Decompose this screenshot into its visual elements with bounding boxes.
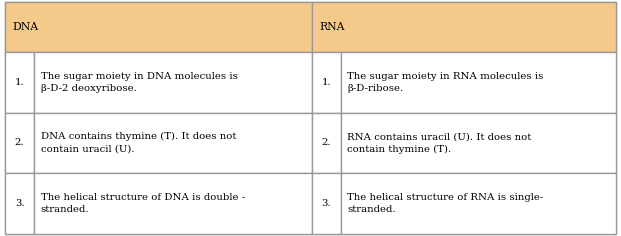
Bar [5, 52, 34, 113]
Bar [341, 52, 616, 113]
Bar [312, 173, 341, 234]
Text: 1.: 1. [322, 78, 331, 87]
Text: 3.: 3. [15, 199, 24, 208]
Bar [341, 173, 616, 234]
Bar [34, 52, 312, 113]
Text: The helical structure of DNA is double -
stranded.: The helical structure of DNA is double -… [40, 193, 245, 214]
Bar [34, 113, 312, 173]
Bar [5, 2, 312, 52]
Bar [312, 113, 341, 173]
Text: RNA contains uracil (U). It does not
contain thymine (T).: RNA contains uracil (U). It does not con… [347, 132, 532, 154]
Text: 2.: 2. [322, 138, 331, 147]
Text: 2.: 2. [15, 138, 24, 147]
Bar [34, 173, 312, 234]
Text: The sugar moiety in DNA molecules is
β-D-2 deoxyribose.: The sugar moiety in DNA molecules is β-D… [40, 72, 237, 93]
Text: The sugar moiety in RNA molecules is
β-D-ribose.: The sugar moiety in RNA molecules is β-D… [347, 72, 543, 93]
Text: The helical structure of RNA is single-
stranded.: The helical structure of RNA is single- … [347, 193, 543, 214]
Bar [5, 113, 34, 173]
Bar [5, 173, 34, 234]
Text: DNA contains thymine (T). It does not
contain uracil (U).: DNA contains thymine (T). It does not co… [40, 132, 236, 153]
Text: 3.: 3. [322, 199, 331, 208]
Text: RNA: RNA [319, 22, 345, 32]
Text: DNA: DNA [12, 22, 39, 32]
Text: 1.: 1. [15, 78, 24, 87]
Bar [341, 113, 616, 173]
Bar [312, 52, 341, 113]
Bar [312, 2, 616, 52]
